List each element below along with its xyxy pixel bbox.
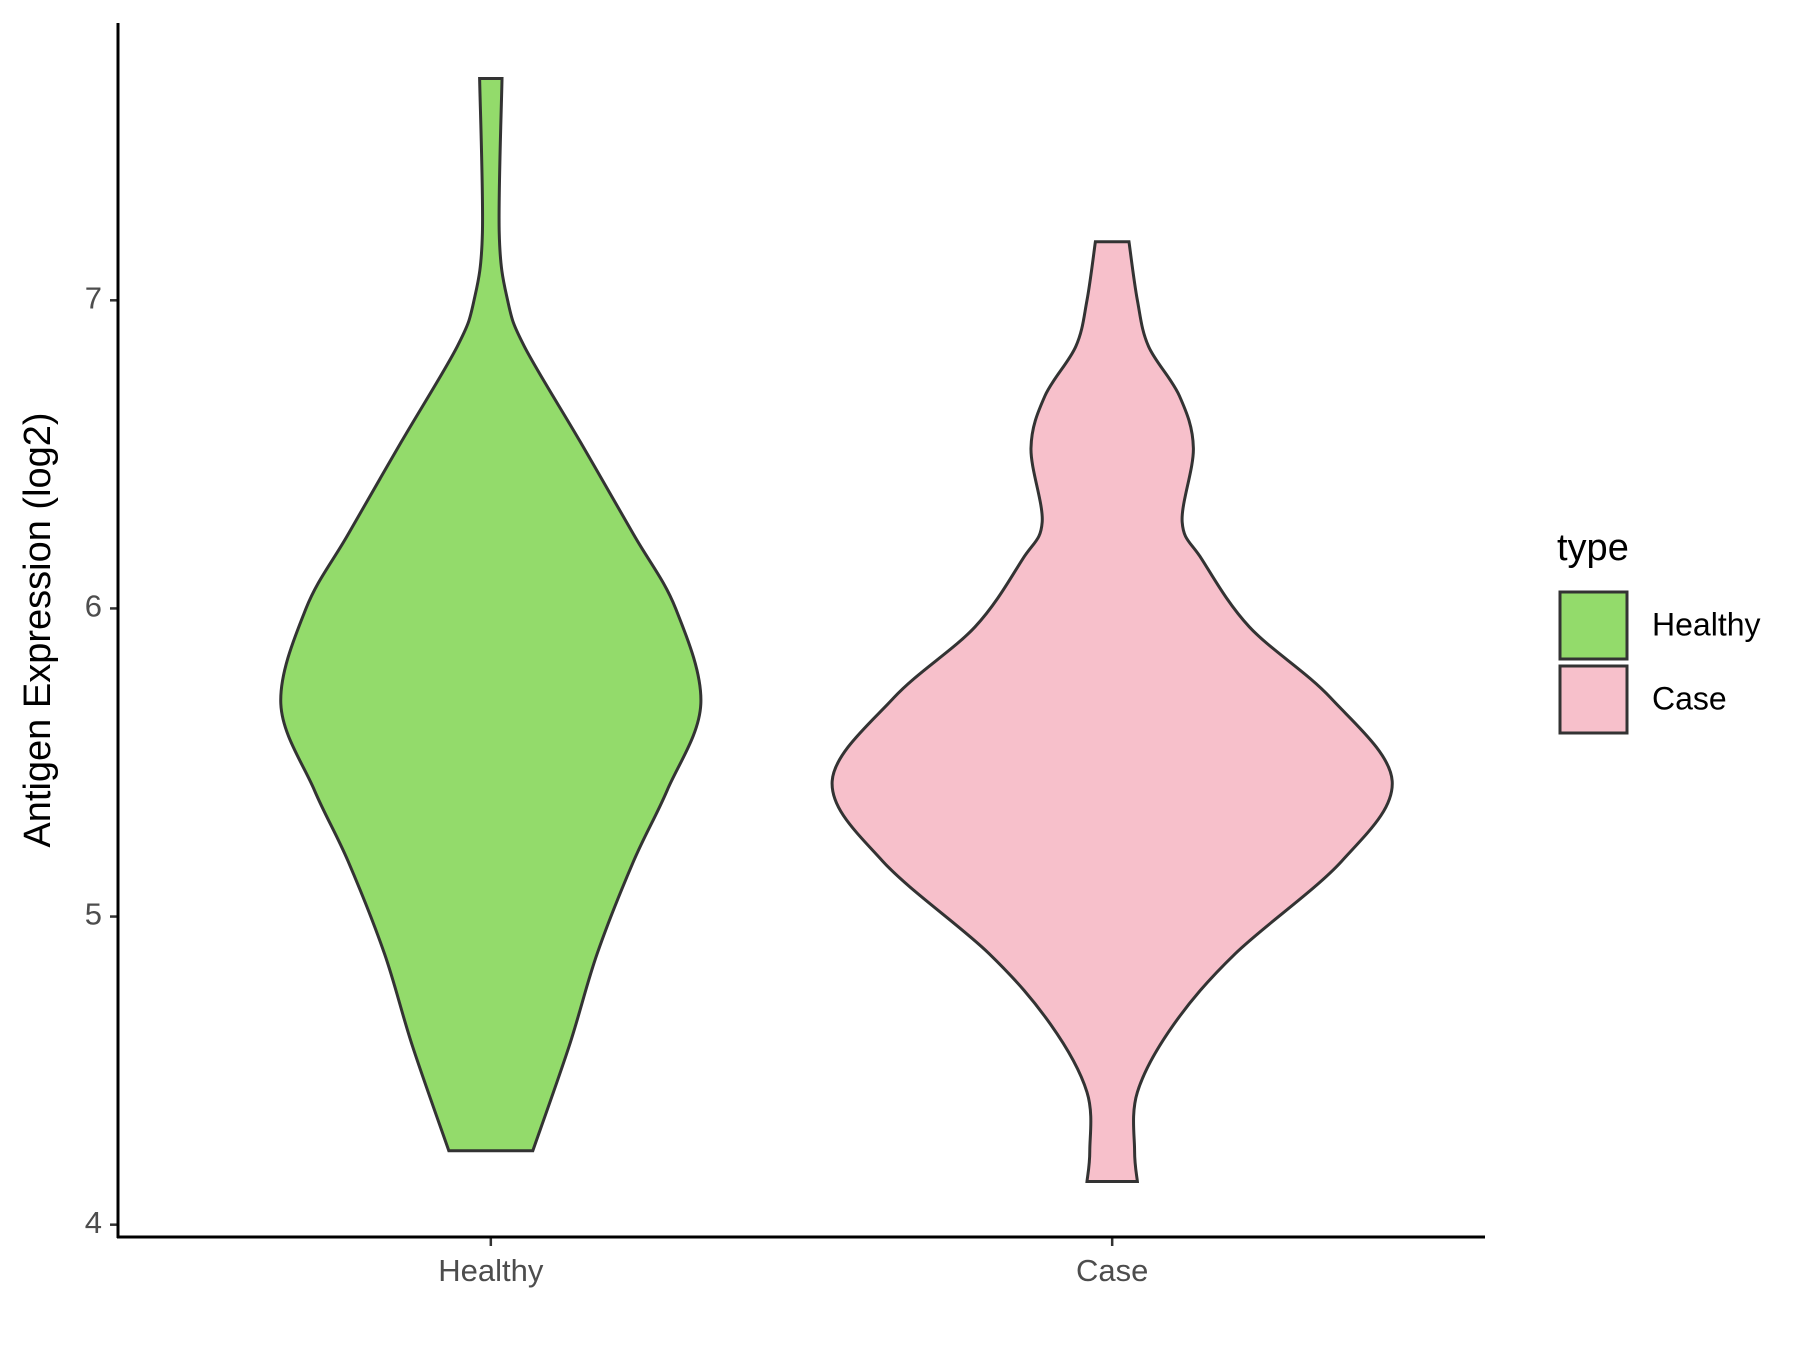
- y-tick-label: 5: [85, 897, 102, 932]
- y-tick-label: 7: [85, 280, 102, 315]
- y-axis-title: Antigen Expression (log2): [17, 412, 59, 847]
- y-tick-label: 4: [85, 1205, 102, 1240]
- legend-key: [1558, 664, 1629, 735]
- legend-key: [1558, 590, 1629, 661]
- violin: [830, 240, 1394, 1184]
- y-tick-label: 6: [85, 589, 102, 624]
- legend-label: Healthy: [1652, 606, 1761, 642]
- legend-label: Case: [1652, 680, 1727, 716]
- legend-title: type: [1557, 527, 1629, 569]
- violin: [279, 76, 703, 1153]
- x-tick-label: Healthy: [438, 1253, 544, 1288]
- x-tick-label: Case: [1076, 1253, 1148, 1288]
